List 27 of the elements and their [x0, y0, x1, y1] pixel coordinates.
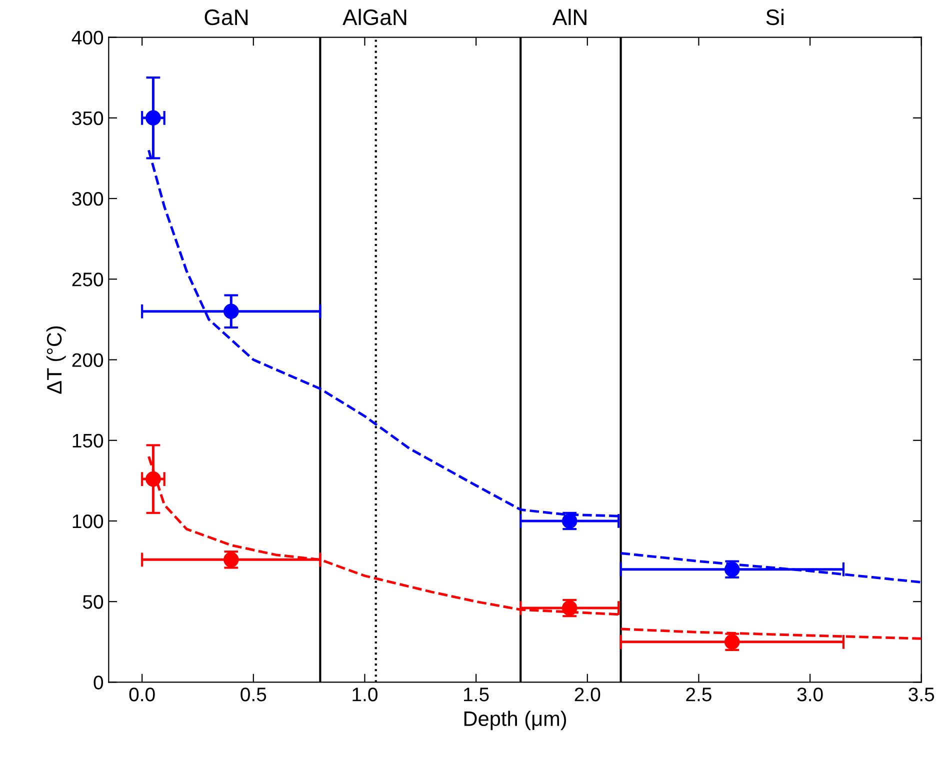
y-tick-label: 300 [72, 192, 104, 206]
x-tick-label: 1.0 [352, 688, 378, 702]
x-axis-title: Depth (μm) [464, 710, 566, 730]
x-tick-label: 0.5 [240, 688, 266, 702]
y-tick-label: 400 [72, 30, 104, 45]
y-tick-label: 50 [82, 595, 104, 609]
y-tick-label: 0 [94, 676, 104, 690]
point [146, 471, 161, 487]
y-axis-title: ΔT (°C) [46, 326, 66, 394]
x-tick-label: 0.0 [129, 688, 155, 702]
y-tick-label: 100 [72, 514, 104, 528]
x-tick-label: 3.5 [908, 688, 934, 702]
point [223, 304, 239, 320]
text: Si [766, 8, 784, 26]
text: AlGaN [342, 8, 406, 26]
y-tick-label: 150 [72, 434, 104, 448]
x-tick-label: 1.5 [464, 688, 489, 702]
line-series [620, 552, 922, 584]
text: AlN [552, 8, 586, 25]
text: GaN [204, 9, 248, 26]
x-tick-label: 2.0 [574, 688, 600, 702]
y-tick-label: 200 [72, 353, 104, 367]
point [146, 110, 161, 126]
y-tick-label: 350 [72, 111, 104, 126]
y-tick-label: 250 [72, 272, 104, 286]
x-tick-label: 2.5 [686, 688, 712, 702]
x-tick-label: 3.0 [797, 688, 823, 702]
